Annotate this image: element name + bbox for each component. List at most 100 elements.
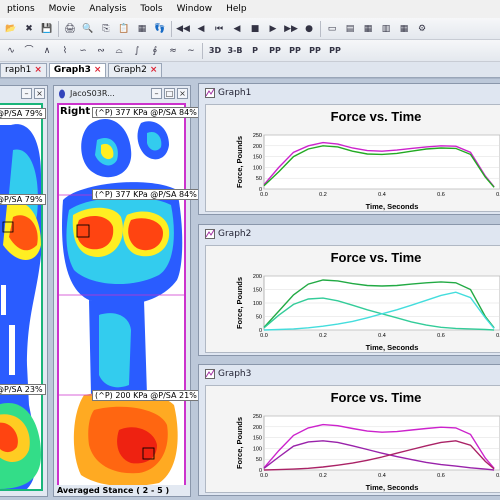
window-icon[interactable]: ▭ <box>327 23 337 34</box>
foot-side-label: Right <box>60 106 91 117</box>
y-tick-label: 200 <box>253 144 262 150</box>
graph3-chart[interactable]: Force vs. Time 0 50 100 150 200 250 0.0 0.2 0.4 0.… <box>205 385 500 493</box>
minimize-button[interactable]: – <box>21 88 32 99</box>
toolbar-separator <box>320 20 321 37</box>
curve1-icon[interactable]: ∿ <box>7 45 15 56</box>
footprint-icon <box>57 89 67 99</box>
toolbar-text-button[interactable]: P <box>252 45 258 55</box>
minimize-button[interactable]: – <box>151 88 162 99</box>
insole-icon[interactable]: 👣 <box>154 23 166 34</box>
fast-forward-icon[interactable]: ▶▶ <box>284 23 298 34</box>
play-forward-icon[interactable]: ▶ <box>269 23 277 34</box>
left-region-label-3: @P/SA 23% <box>0 384 46 395</box>
series-line-2 <box>263 440 495 471</box>
tab-label: Graph3 <box>53 65 91 75</box>
right-footprint-window[interactable]: JacoS03R... – □ × <box>53 85 200 497</box>
toolbar-text-button[interactable]: 3D <box>208 45 222 55</box>
mid-window-titlebar[interactable]: JacoS03R... – □ × <box>54 86 190 101</box>
toolbar-text-button[interactable]: PP <box>329 45 341 55</box>
calendar-icon[interactable]: ▦ <box>399 23 409 34</box>
record-icon[interactable]: ● <box>305 23 313 34</box>
toolbar-text-button[interactable]: PP <box>289 45 301 55</box>
x-tick-label: 0.2 <box>319 473 327 479</box>
play-back-icon[interactable]: ◀ <box>233 23 241 34</box>
chart-title: Force vs. Time <box>331 250 422 265</box>
menu-movie[interactable]: Movie <box>48 4 76 14</box>
x-axis-label: Time, Seconds <box>366 483 419 492</box>
toolbar-text-button[interactable]: 3-B <box>227 45 243 55</box>
main-toolbar: 📂 ✖ 💾 🖨 🔍 ⎘ 📋 ▦ 👣 ◀◀ ◀ ⏮ ◀ ■ ▶ ▶▶ ● ▭ ▤ ▦ ▥ ▦ ⚙ <box>0 18 500 40</box>
curve11-icon[interactable]: ∼ <box>187 45 195 56</box>
print-icon[interactable]: 🖨 <box>64 23 76 34</box>
graph1-titlebar[interactable]: Graph1 <box>199 84 500 101</box>
graph1-chart[interactable]: Force vs. Time 0 50 100 150 200 250 0.0 0.2 0.4 0.… <box>205 104 500 212</box>
step-forward-icon[interactable]: ◀ <box>197 23 205 34</box>
x-tick-label: 0.4 <box>378 333 386 339</box>
menu-help[interactable]: Help <box>226 4 247 14</box>
graph3-titlebar[interactable]: Graph3 <box>199 365 500 382</box>
menu-ptions[interactable]: ptions <box>7 4 35 14</box>
toolbar-text-button[interactable]: PP <box>269 45 281 55</box>
stop-icon[interactable]: ■ <box>250 23 260 34</box>
y-tick-label: 250 <box>253 133 262 139</box>
tab-graph3[interactable]: Graph3 × <box>48 63 107 77</box>
color-scale-icon[interactable]: ▦ <box>137 23 147 34</box>
series-line-0 <box>263 279 495 329</box>
graph1-window[interactable]: Graph1 Force vs. Time 0 50 100 150 200 250 0.0 0… <box>198 83 500 215</box>
left-footprint-window[interactable]: – × @P/SA 79% @P/SA 79% @P/SA 23% <box>0 85 48 497</box>
maximize-button[interactable]: □ <box>164 88 175 99</box>
curve6-icon[interactable]: ∾ <box>97 45 105 56</box>
curve8-icon[interactable]: ∫ <box>134 45 140 56</box>
tab-label: raph1 <box>5 65 32 75</box>
curve3-icon[interactable]: ∧ <box>43 45 51 56</box>
step-back-icon[interactable]: ◀◀ <box>176 23 190 34</box>
graph2-titlebar[interactable]: Graph2 <box>199 225 500 242</box>
close-button[interactable]: × <box>177 88 188 99</box>
x-tick-label: 0.2 <box>319 192 327 198</box>
right-pressure-heatmap[interactable] <box>57 103 186 487</box>
y-tick-label: 100 <box>253 446 262 452</box>
x-tick-label: 0.6 <box>437 473 445 479</box>
curve9-icon[interactable]: ∮ <box>152 45 158 56</box>
left-window-titlebar[interactable]: – × <box>0 86 47 101</box>
grid-icon[interactable]: ▦ <box>363 23 373 34</box>
print-preview-icon[interactable]: 🔍 <box>82 23 94 34</box>
series-line-0 <box>263 423 495 469</box>
table-icon[interactable]: ▥ <box>381 23 391 34</box>
series-line-1 <box>263 440 495 471</box>
close-tab-icon[interactable]: × <box>34 65 42 75</box>
graph2-window[interactable]: Graph2 Force vs. Time 0 50 100 150 200 0.0 0.2 0… <box>198 224 500 356</box>
close-tab-icon[interactable]: × <box>149 65 158 75</box>
close-file-icon[interactable]: ✖ <box>25 23 33 34</box>
graph3-window[interactable]: Graph3 Force vs. Time 0 50 100 150 200 250 0.0 0… <box>198 364 500 496</box>
paste-icon[interactable]: 📋 <box>118 23 130 34</box>
graph2-chart[interactable]: Force vs. Time 0 50 100 150 200 0.0 0.2 0.4 0.6 0.… <box>205 245 500 353</box>
close-button[interactable]: × <box>34 88 45 99</box>
y-tick-label: 150 <box>253 288 262 294</box>
save-icon[interactable]: 💾 <box>41 23 53 34</box>
layout-icon[interactable]: ▤ <box>345 23 355 34</box>
menu-analysis[interactable]: Analysis <box>89 4 127 14</box>
curve2-icon[interactable]: ⌒ <box>24 45 34 56</box>
left-heatmap-svg <box>0 105 41 489</box>
settings-icon[interactable]: ⚙ <box>417 23 427 34</box>
tab-graph2[interactable]: Graph2 × <box>108 63 163 77</box>
curve7-icon[interactable]: ⌓ <box>115 45 123 56</box>
y-tick-label: 100 <box>253 301 262 307</box>
open-folder-icon[interactable]: 📂 <box>5 23 17 34</box>
curve5-icon[interactable]: ∽ <box>79 45 87 56</box>
close-tab-icon[interactable]: × <box>93 65 102 75</box>
x-tick-label: 0.0 <box>260 192 268 198</box>
y-tick-label: 0 <box>259 468 262 474</box>
series-line-1 <box>263 145 495 188</box>
curve4-icon[interactable]: ⌇ <box>62 45 68 56</box>
copy-icon[interactable]: ⎘ <box>102 23 110 34</box>
curve10-icon[interactable]: ≈ <box>169 45 177 56</box>
menu-window[interactable]: Window <box>176 4 213 14</box>
toolbar-text-button[interactable]: PP <box>309 45 321 55</box>
menu-tools[interactable]: Tools <box>140 4 163 14</box>
rewind-icon[interactable]: ⏮ <box>214 23 224 34</box>
y-tick-label: 100 <box>253 165 262 171</box>
left-pressure-heatmap[interactable] <box>0 103 43 491</box>
tab-raph1[interactable]: raph1 × <box>0 63 47 77</box>
